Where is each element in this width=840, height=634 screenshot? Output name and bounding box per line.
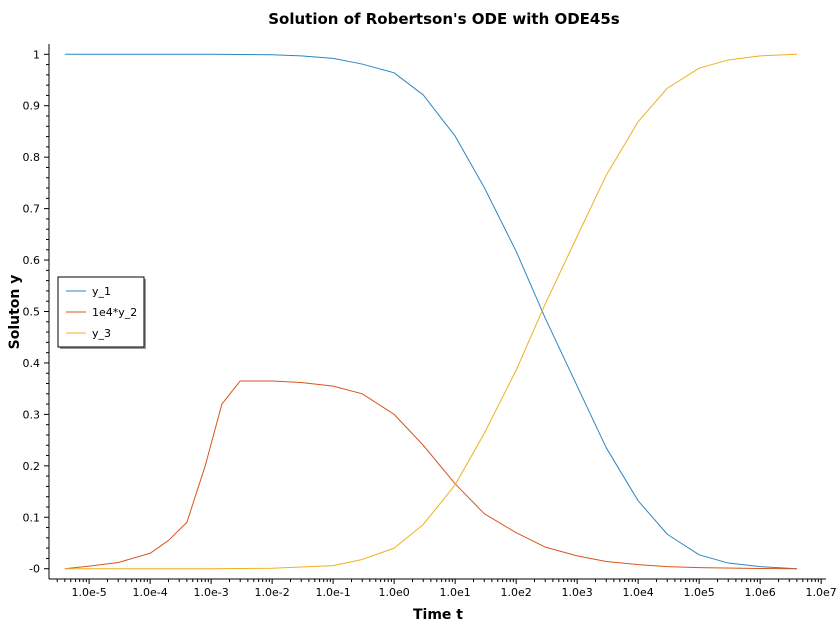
x-tick-label: 1.0e3	[562, 586, 593, 599]
x-tick-label: 1.0e-2	[255, 586, 290, 599]
series-layer	[64, 53, 797, 570]
x-tick-label: 1.0e4	[623, 586, 654, 599]
chart-title: Solution of Robertson's ODE with ODE45s	[268, 10, 620, 28]
y-tick-label: 0.6	[23, 254, 41, 267]
y-tick-label: 0.3	[23, 408, 41, 421]
legend-label-2: 1e4*y_2	[92, 306, 137, 319]
x-axis-ticks: 1.0e-5 1.0e-4 1.0e-3 1.0e-2 1.0e-1 1.0e0 1.0e1…	[56, 579, 837, 599]
series-line-3	[64, 53, 797, 570]
x-tick-label: 1.0e-4	[133, 586, 168, 599]
y-tick-label: 0.7	[23, 203, 41, 216]
x-tick-label: 1.0e-3	[194, 586, 229, 599]
y-tick-label: 0.2	[23, 460, 41, 473]
x-tick-label: 1.0e6	[745, 586, 776, 599]
y-tick-label: 1	[33, 48, 40, 61]
y-tick-label: 0.4	[23, 357, 41, 370]
x-tick-label: 1.0e-5	[71, 586, 106, 599]
y-axis-label: Soluton y	[7, 275, 23, 350]
y-tick-label: 0.5	[23, 306, 41, 319]
x-tick-label: 1.0e1	[440, 586, 471, 599]
y-axis-ticks: -0 0.1 0.2 0.3 0.4 0.5 0.6 0.7 0.8 0.9 1	[23, 48, 49, 576]
legend-label-1: y_1	[92, 285, 111, 298]
legend: y_1 1e4*y_2 y_3	[57, 276, 146, 349]
x-tick-label: 1.0e0	[379, 586, 410, 599]
x-tick-label: 1.0e-1	[316, 586, 351, 599]
x-axis-label: Time t	[413, 607, 463, 623]
y-tick-label: 0.9	[23, 100, 41, 113]
y-tick-label: -0	[29, 563, 40, 576]
series-line-2	[64, 380, 797, 570]
legend-label-3: y_3	[92, 327, 111, 340]
x-tick-label: 1.0e2	[501, 586, 532, 599]
y-tick-label: 0.1	[23, 511, 41, 524]
y-tick-label: 0.8	[23, 151, 41, 164]
series-line-1	[64, 53, 797, 570]
x-tick-label: 1.0e5	[684, 586, 715, 599]
x-tick-label: 1.0e7	[806, 586, 837, 599]
